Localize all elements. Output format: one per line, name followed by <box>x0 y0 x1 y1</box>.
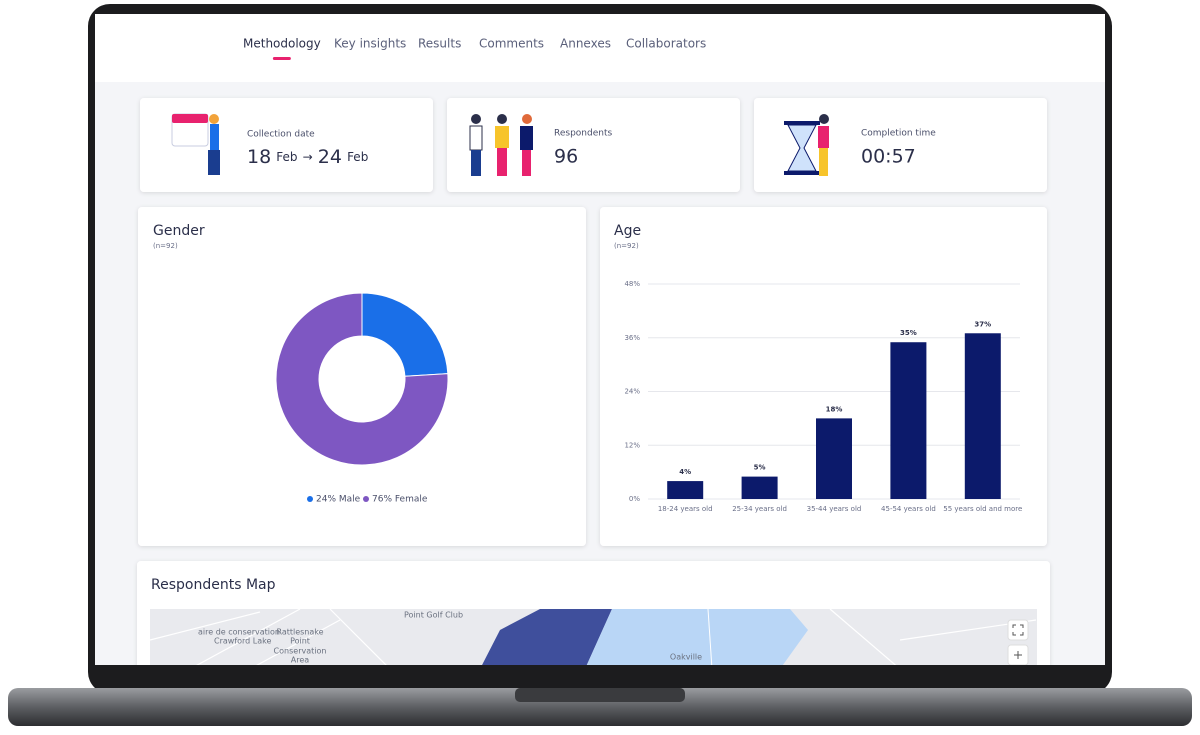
x-tick-label: 55 years old and more <box>943 505 1022 513</box>
laptop-base <box>8 688 1192 726</box>
fullscreen-icon <box>1012 624 1024 636</box>
bar <box>741 476 778 499</box>
chart-title: Age <box>614 223 641 239</box>
card-value: 96 <box>554 146 578 168</box>
zoom-icon <box>1014 651 1022 659</box>
date-month: Feb <box>347 150 368 164</box>
x-tick-label: 18-24 years old <box>658 505 713 513</box>
y-tick-label: 48% <box>624 280 640 288</box>
map-region <box>586 609 808 665</box>
value-label: 5% <box>754 464 766 472</box>
value-label: 35% <box>900 329 917 337</box>
map-region <box>482 609 612 665</box>
map-label: Rattlesnake <box>276 628 323 637</box>
value-label: 4% <box>679 468 691 476</box>
legend-label: 76% Female <box>372 495 428 505</box>
value-label: 18% <box>826 405 843 413</box>
map-label: aire de conservation <box>198 628 280 637</box>
card-label: Completion time <box>861 129 936 139</box>
top-nav <box>95 14 1105 82</box>
calendar-illustration <box>171 113 220 175</box>
bar <box>816 418 852 499</box>
map-label: Area <box>291 656 310 665</box>
map-label: Point Golf Club <box>404 611 463 620</box>
card-label: Collection date <box>247 130 315 140</box>
y-tick-label: 0% <box>629 495 640 503</box>
card-value: 18 Feb → 24 Feb <box>247 146 368 168</box>
nav-item[interactable]: Key insights <box>334 37 406 51</box>
hourglass-illustration <box>784 114 829 176</box>
y-tick-label: 24% <box>624 388 640 396</box>
chart-title: Gender <box>153 223 205 239</box>
pie-slice <box>361 292 449 377</box>
card-value: 00:57 <box>861 146 916 168</box>
nav-item[interactable]: Collaborators <box>626 37 706 51</box>
bar <box>667 481 704 499</box>
card-label: Respondents <box>554 129 612 139</box>
map-title: Respondents Map <box>151 577 276 593</box>
date-day: 18 <box>247 146 271 168</box>
map-road <box>707 608 713 665</box>
nav-item[interactable]: Results <box>418 37 461 51</box>
hinge-notch <box>515 688 685 702</box>
panel <box>138 207 586 546</box>
pie-slice <box>275 292 449 466</box>
chart-subtitle: (n=92) <box>153 242 178 250</box>
map-label: Oakville <box>670 653 702 662</box>
chart-subtitle: (n=92) <box>614 242 639 250</box>
bar <box>964 333 1001 499</box>
fullscreen-button[interactable] <box>1007 619 1029 641</box>
panel <box>600 207 1047 546</box>
card <box>447 98 740 192</box>
nav-item[interactable]: Annexes <box>560 37 611 51</box>
map-label: Crawford Lake <box>214 637 272 646</box>
bar <box>890 342 927 499</box>
date-arrow: → <box>303 150 313 164</box>
date-day: 24 <box>318 146 342 168</box>
value-label: 37% <box>974 320 991 328</box>
legend-marker <box>307 496 313 502</box>
map-label: Point <box>290 637 310 646</box>
x-tick-label: 35-44 years old <box>807 505 862 513</box>
x-tick-label: 45-54 years old <box>881 505 936 513</box>
y-tick-label: 12% <box>624 441 640 449</box>
map-label: Conservation <box>274 647 327 656</box>
y-tick-label: 36% <box>624 334 640 342</box>
screen: Methodology Key insights Results Comments An… <box>95 14 1105 665</box>
legend-label: 24% Male <box>316 495 361 505</box>
x-tick-label: 25-34 years old <box>732 505 787 513</box>
legend-marker <box>363 496 369 502</box>
nav-item[interactable]: Methodology <box>243 37 321 51</box>
people-illustration <box>469 114 533 176</box>
nav-active-indicator <box>272 57 291 60</box>
nav-item[interactable]: Comments <box>479 37 544 51</box>
date-month: Feb <box>276 150 297 164</box>
